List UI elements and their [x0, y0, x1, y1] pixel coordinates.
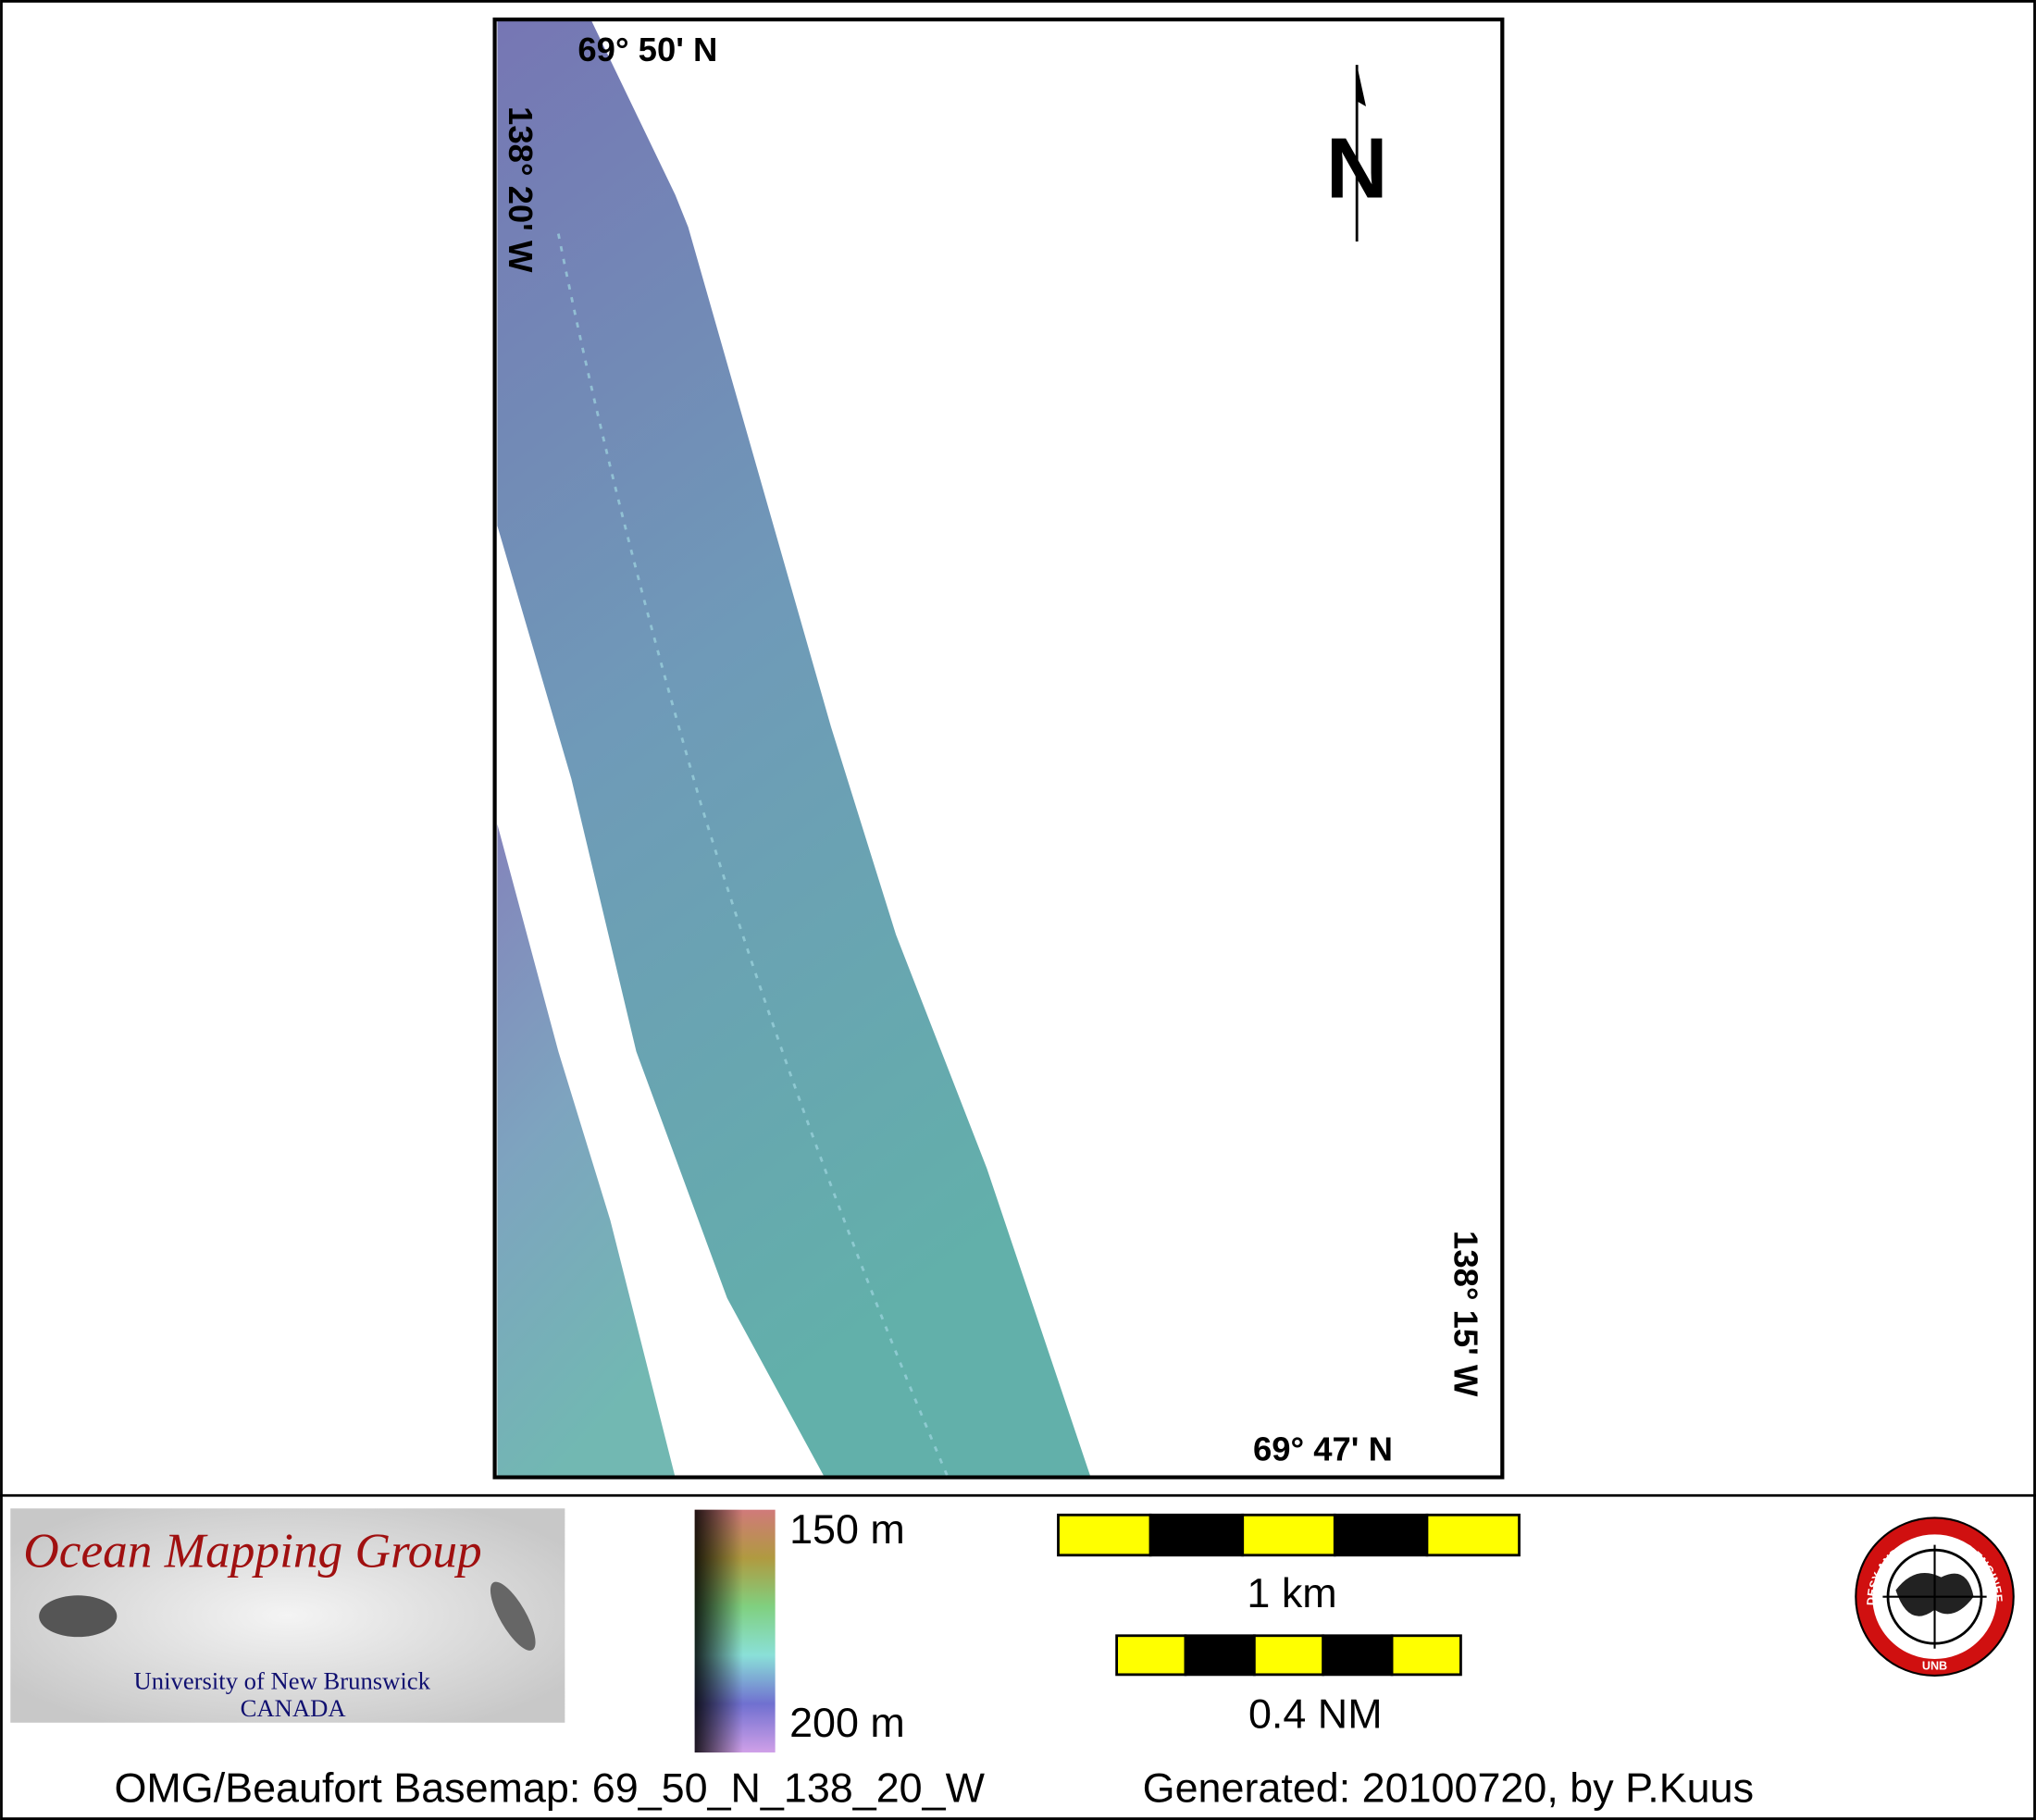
seal-abbr: UNB	[1922, 1659, 1947, 1672]
frame-border	[492, 17, 1505, 1480]
track-line	[556, 233, 950, 1479]
logo-art	[39, 1595, 118, 1638]
depth-label: 150 m	[789, 1505, 905, 1553]
logo-university: University of New Brunswick	[134, 1666, 431, 1694]
north-label: N	[1326, 119, 1388, 216]
footer-generated: Generated: 20100720, by P.Kuus	[1143, 1764, 1754, 1811]
scale-label: 1 km	[1247, 1569, 1336, 1616]
depth-legend: 150 m 200 m	[694, 1505, 905, 1753]
logo-country: CANADA	[241, 1694, 347, 1722]
scale-bar: 0.4 NM	[1115, 1634, 1462, 1737]
omg-logo: Ocean Mapping Group University of New Br…	[10, 1508, 565, 1723]
longitude-label: 138° 15' W	[1446, 1231, 1484, 1397]
survey-swath	[497, 19, 1091, 1478]
longitude-label: 138° 20' W	[502, 106, 540, 273]
survey-swath	[497, 823, 676, 1478]
footer-basemap: OMG/Beaufort Basemap: 69_50_N_138_20_W	[115, 1764, 986, 1811]
scale-label: 0.4 NM	[1248, 1690, 1383, 1737]
logo-title: Ocean Mapping Group	[23, 1522, 481, 1578]
scale-bar: 1 km	[1057, 1513, 1521, 1616]
color-bar-shade	[694, 1509, 776, 1753]
latitude-label: 69° 50' N	[577, 31, 717, 68]
logo-art	[490, 1581, 536, 1651]
depth-label: 200 m	[789, 1699, 905, 1746]
latitude-label: 69° 47' N	[1253, 1430, 1393, 1467]
